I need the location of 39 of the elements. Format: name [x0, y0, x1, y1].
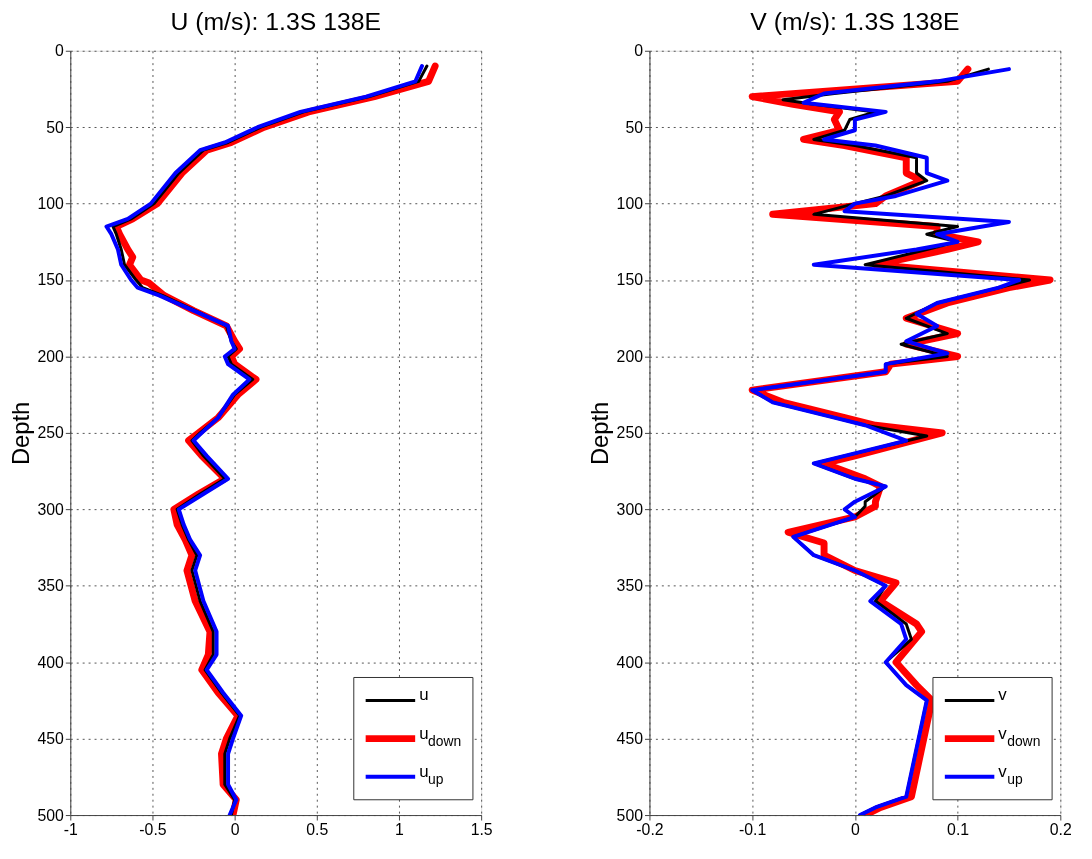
y-axis-title: Depth	[6, 401, 34, 466]
y-tick-label: 200	[616, 347, 644, 365]
x-tick-label: -0.2	[636, 821, 664, 839]
x-tick-label: -0.1	[739, 821, 767, 839]
x-tick-label: 0	[230, 821, 240, 839]
y-tick-label: 450	[616, 730, 644, 748]
y-tick-label: 450	[37, 730, 65, 748]
y-tick-label: 0	[55, 42, 65, 60]
x-tick-label: 0.5	[306, 821, 329, 839]
chart-title: U (m/s): 1.3S 138E	[170, 7, 381, 35]
y-tick-label: 300	[616, 500, 644, 518]
x-tick-label: -1	[63, 821, 79, 839]
y-tick-label: 500	[616, 806, 644, 824]
y-tick-label: 0	[634, 42, 644, 60]
legend-label: u	[419, 685, 429, 705]
y-tick-label: 100	[616, 195, 644, 213]
y-tick-label: 400	[37, 653, 65, 671]
y-tick-label: 100	[37, 195, 65, 213]
x-tick-label: 1.5	[470, 821, 493, 839]
y-tick-label: 350	[616, 577, 644, 595]
x-tick-label: 0	[850, 821, 860, 839]
y-tick-label: 50	[625, 118, 644, 136]
y-tick-label: 150	[616, 271, 644, 289]
y-tick-label: 50	[46, 118, 65, 136]
y-tick-label: 350	[37, 577, 65, 595]
y-tick-label: 250	[37, 424, 65, 442]
x-tick-label: 0.1	[947, 821, 970, 839]
x-tick-label: 0.2	[1049, 821, 1072, 839]
chart-title: V (m/s): 1.3S 138E	[750, 7, 960, 35]
y-axis-title: Depth	[585, 401, 613, 466]
y-tick-label: 400	[616, 653, 644, 671]
y-tick-label: 200	[37, 347, 65, 365]
y-tick-label: 150	[37, 271, 65, 289]
x-tick-label: -0.5	[139, 821, 167, 839]
x-tick-label: 1	[395, 821, 405, 839]
y-tick-label: 250	[616, 424, 644, 442]
y-tick-label: 300	[37, 500, 65, 518]
y-tick-label: 500	[37, 806, 65, 824]
legend-label: v	[998, 685, 1008, 705]
